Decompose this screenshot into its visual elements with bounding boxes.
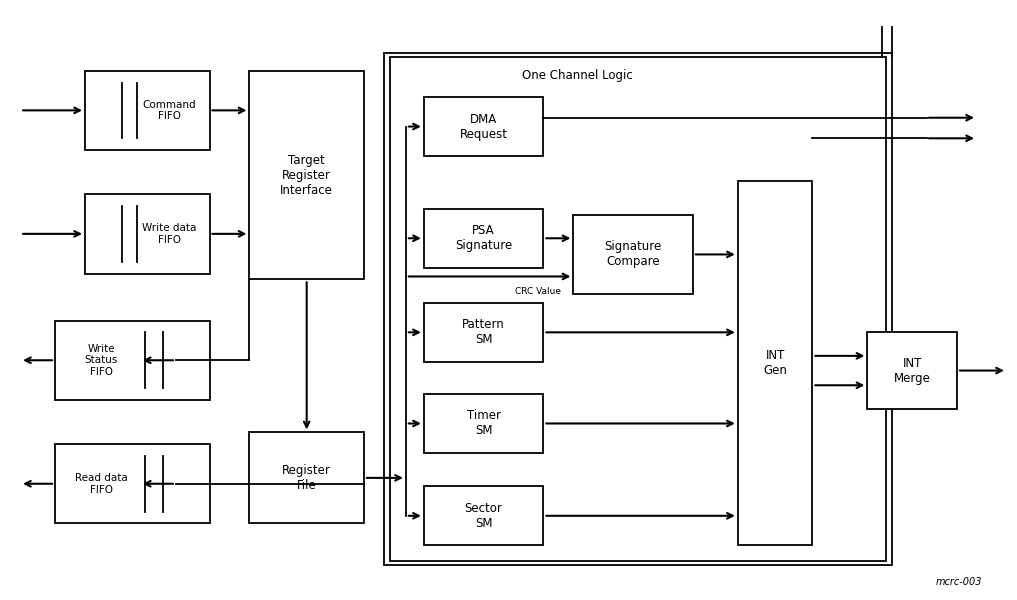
- Text: Write data
FIFO: Write data FIFO: [142, 223, 197, 245]
- Text: Target
Register
Interface: Target Register Interface: [281, 154, 334, 197]
- Text: Signature
Compare: Signature Compare: [604, 241, 662, 268]
- Text: Pattern
SM: Pattern SM: [462, 319, 505, 346]
- Bar: [424, 209, 543, 268]
- Text: PSA
Signature: PSA Signature: [455, 224, 513, 252]
- Bar: [85, 71, 210, 150]
- Bar: [55, 320, 210, 400]
- Bar: [424, 97, 543, 156]
- Bar: [384, 53, 892, 565]
- Text: Register
File: Register File: [283, 464, 332, 492]
- Bar: [424, 303, 543, 362]
- Bar: [737, 181, 813, 545]
- Text: Timer
SM: Timer SM: [467, 409, 500, 437]
- Text: INT
Merge: INT Merge: [894, 356, 931, 385]
- Text: Write
Status
FIFO: Write Status FIFO: [84, 344, 118, 377]
- Bar: [390, 56, 886, 561]
- Text: Command
FIFO: Command FIFO: [142, 100, 196, 121]
- Text: CRC Value: CRC Value: [516, 287, 561, 296]
- Bar: [55, 444, 210, 523]
- Text: mcrc-003: mcrc-003: [936, 577, 982, 587]
- Bar: [249, 71, 364, 280]
- Text: Read data
FIFO: Read data FIFO: [75, 473, 128, 494]
- Text: Sector
SM: Sector SM: [465, 502, 502, 530]
- Bar: [574, 215, 693, 294]
- Bar: [85, 194, 210, 274]
- Text: One Channel Logic: One Channel Logic: [522, 69, 633, 82]
- Bar: [868, 332, 957, 409]
- Bar: [424, 487, 543, 545]
- Text: DMA
Request: DMA Request: [460, 113, 507, 140]
- Text: INT
Gen: INT Gen: [763, 349, 787, 377]
- Bar: [424, 394, 543, 453]
- Bar: [249, 432, 364, 523]
